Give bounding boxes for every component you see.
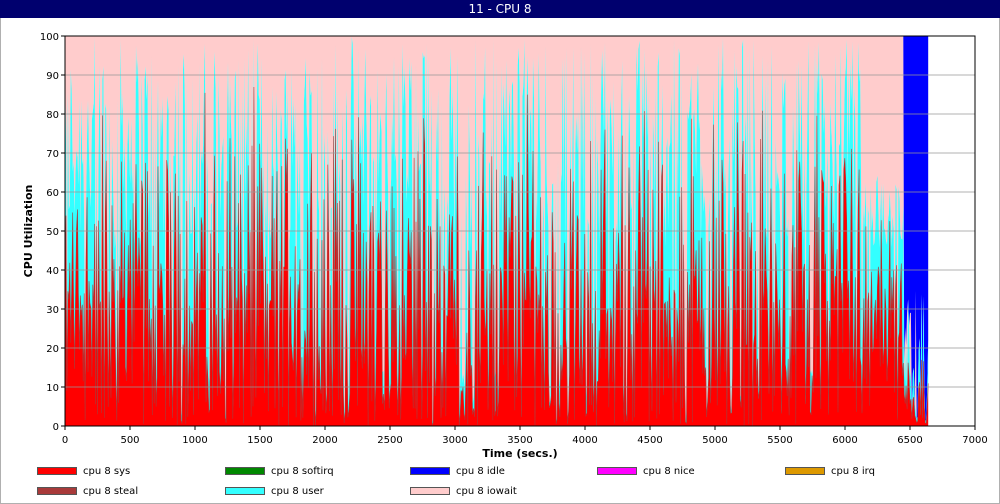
x-axis-label: Time (secs.) [482, 447, 557, 460]
legend-swatch [597, 467, 637, 475]
x-tick-label: 2000 [312, 435, 337, 446]
y-tick-label: 20 [46, 344, 59, 355]
x-tick-label: 3500 [507, 435, 532, 446]
legend-label: cpu 8 sys [83, 466, 131, 477]
legend-item: cpu 8 softirq [225, 465, 334, 479]
legend-item: cpu 8 steal [37, 485, 138, 499]
legend-item: cpu 8 irq [785, 465, 875, 479]
series-cpu-8-user [65, 36, 929, 427]
legend-label: cpu 8 nice [643, 466, 695, 477]
x-tick-label: 2500 [377, 435, 402, 446]
legend-item: cpu 8 idle [410, 465, 505, 479]
window-title: 11 - CPU 8 [0, 0, 1000, 18]
legend-item: cpu 8 user [225, 485, 324, 499]
y-tick-label: 90 [46, 71, 59, 82]
legend-swatch [785, 467, 825, 475]
y-tick-label: 100 [40, 32, 59, 43]
legend-label: cpu 8 user [271, 486, 324, 497]
y-tick-label: 70 [46, 149, 59, 160]
legend-item: cpu 8 sys [37, 465, 130, 479]
y-tick-label: 80 [46, 110, 59, 121]
x-tick-label: 7000 [962, 435, 987, 446]
legend-swatch [37, 467, 77, 475]
legend-item: cpu 8 nice [597, 465, 695, 479]
legend-item: cpu 8 iowait [410, 485, 517, 499]
x-tick-label: 1500 [247, 435, 272, 446]
legend-swatch [410, 487, 450, 495]
legend-label: cpu 8 iowait [456, 486, 517, 497]
legend-label: cpu 8 steal [83, 486, 139, 497]
series-cpu-8-sys [65, 87, 929, 426]
legend-swatch [225, 467, 265, 475]
y-tick-label: 60 [46, 188, 59, 199]
legend-swatch [410, 467, 450, 475]
x-tick-label: 5500 [767, 435, 792, 446]
plot-frame [64, 35, 976, 427]
x-tick-label: 5000 [702, 435, 727, 446]
y-axis-label: CPU Utilization [22, 185, 35, 278]
x-tick-label: 6000 [832, 435, 857, 446]
legend-swatch [225, 487, 265, 495]
x-tick-label: 1000 [182, 435, 207, 446]
x-tick-label: 6500 [897, 435, 922, 446]
legend-label: cpu 8 idle [456, 466, 505, 477]
x-tick-label: 3000 [442, 435, 467, 446]
y-tick-label: 40 [46, 266, 59, 277]
y-tick-label: 30 [46, 305, 59, 316]
series-cpu-8-steal [64, 86, 929, 427]
x-tick-label: 4500 [637, 435, 662, 446]
series-cpu-8-iowait [65, 36, 929, 426]
legend-swatch [37, 487, 77, 495]
legend-label: cpu 8 softirq [271, 466, 334, 477]
x-tick-label: 4000 [572, 435, 597, 446]
y-tick-label: 10 [46, 383, 59, 394]
y-tick-label: 50 [46, 227, 59, 238]
y-tick-label: 0 [53, 422, 59, 433]
x-tick-label: 0 [62, 435, 68, 446]
x-tick-label: 500 [120, 435, 139, 446]
legend-label: cpu 8 irq [831, 466, 875, 477]
